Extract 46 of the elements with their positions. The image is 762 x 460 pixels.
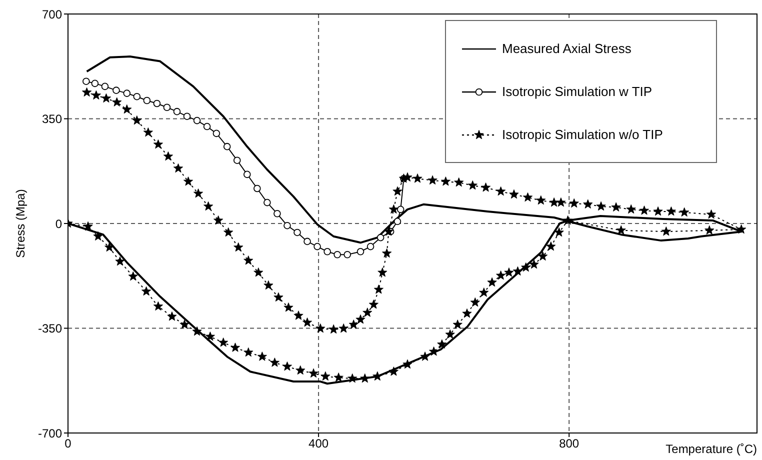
point: [243, 170, 251, 178]
point: [101, 82, 109, 90]
point: [212, 130, 220, 138]
legend-label: Isotropic Simulation w/o TIP: [502, 127, 663, 142]
point: [324, 248, 331, 256]
legend-label: Isotropic Simulation w TIP: [502, 84, 652, 99]
point: [366, 242, 374, 250]
point: [203, 122, 211, 130]
point: [264, 198, 271, 206]
point: [254, 184, 261, 192]
point: [314, 242, 321, 250]
y-axis-title: Stress (Mpa): [13, 189, 28, 258]
x-tick-label: 0: [64, 436, 72, 451]
point: [163, 104, 171, 112]
x-tick-label: 800: [559, 436, 580, 451]
x-axis-title: Temperature (˚C): [666, 442, 757, 456]
point: [376, 234, 384, 242]
point: [173, 108, 181, 116]
point: [274, 210, 281, 218]
point: [133, 92, 141, 100]
point: [372, 371, 382, 381]
point: [344, 250, 352, 258]
y-tick-label: -350: [38, 322, 62, 336]
point: [223, 142, 231, 150]
x-tick-label: 400: [308, 436, 329, 451]
point: [284, 222, 291, 230]
point: [394, 218, 402, 226]
point: [334, 250, 341, 258]
point: [123, 90, 131, 97]
point: [193, 116, 201, 124]
point: [563, 215, 573, 225]
point: [153, 100, 161, 108]
point: [183, 112, 191, 120]
y-tick-label: 700: [42, 7, 62, 22]
legend-label: Measured Axial Stress: [502, 41, 632, 56]
point: [304, 238, 311, 246]
point: [294, 228, 301, 236]
point: [112, 86, 120, 94]
point: [356, 248, 364, 256]
point: [143, 96, 151, 104]
point: [82, 78, 90, 85]
y-tick-label: 350: [42, 112, 62, 126]
y-tick-label: -700: [38, 426, 62, 440]
y-tick-label: 0: [55, 216, 62, 231]
point: [233, 156, 241, 164]
point: [91, 80, 99, 88]
